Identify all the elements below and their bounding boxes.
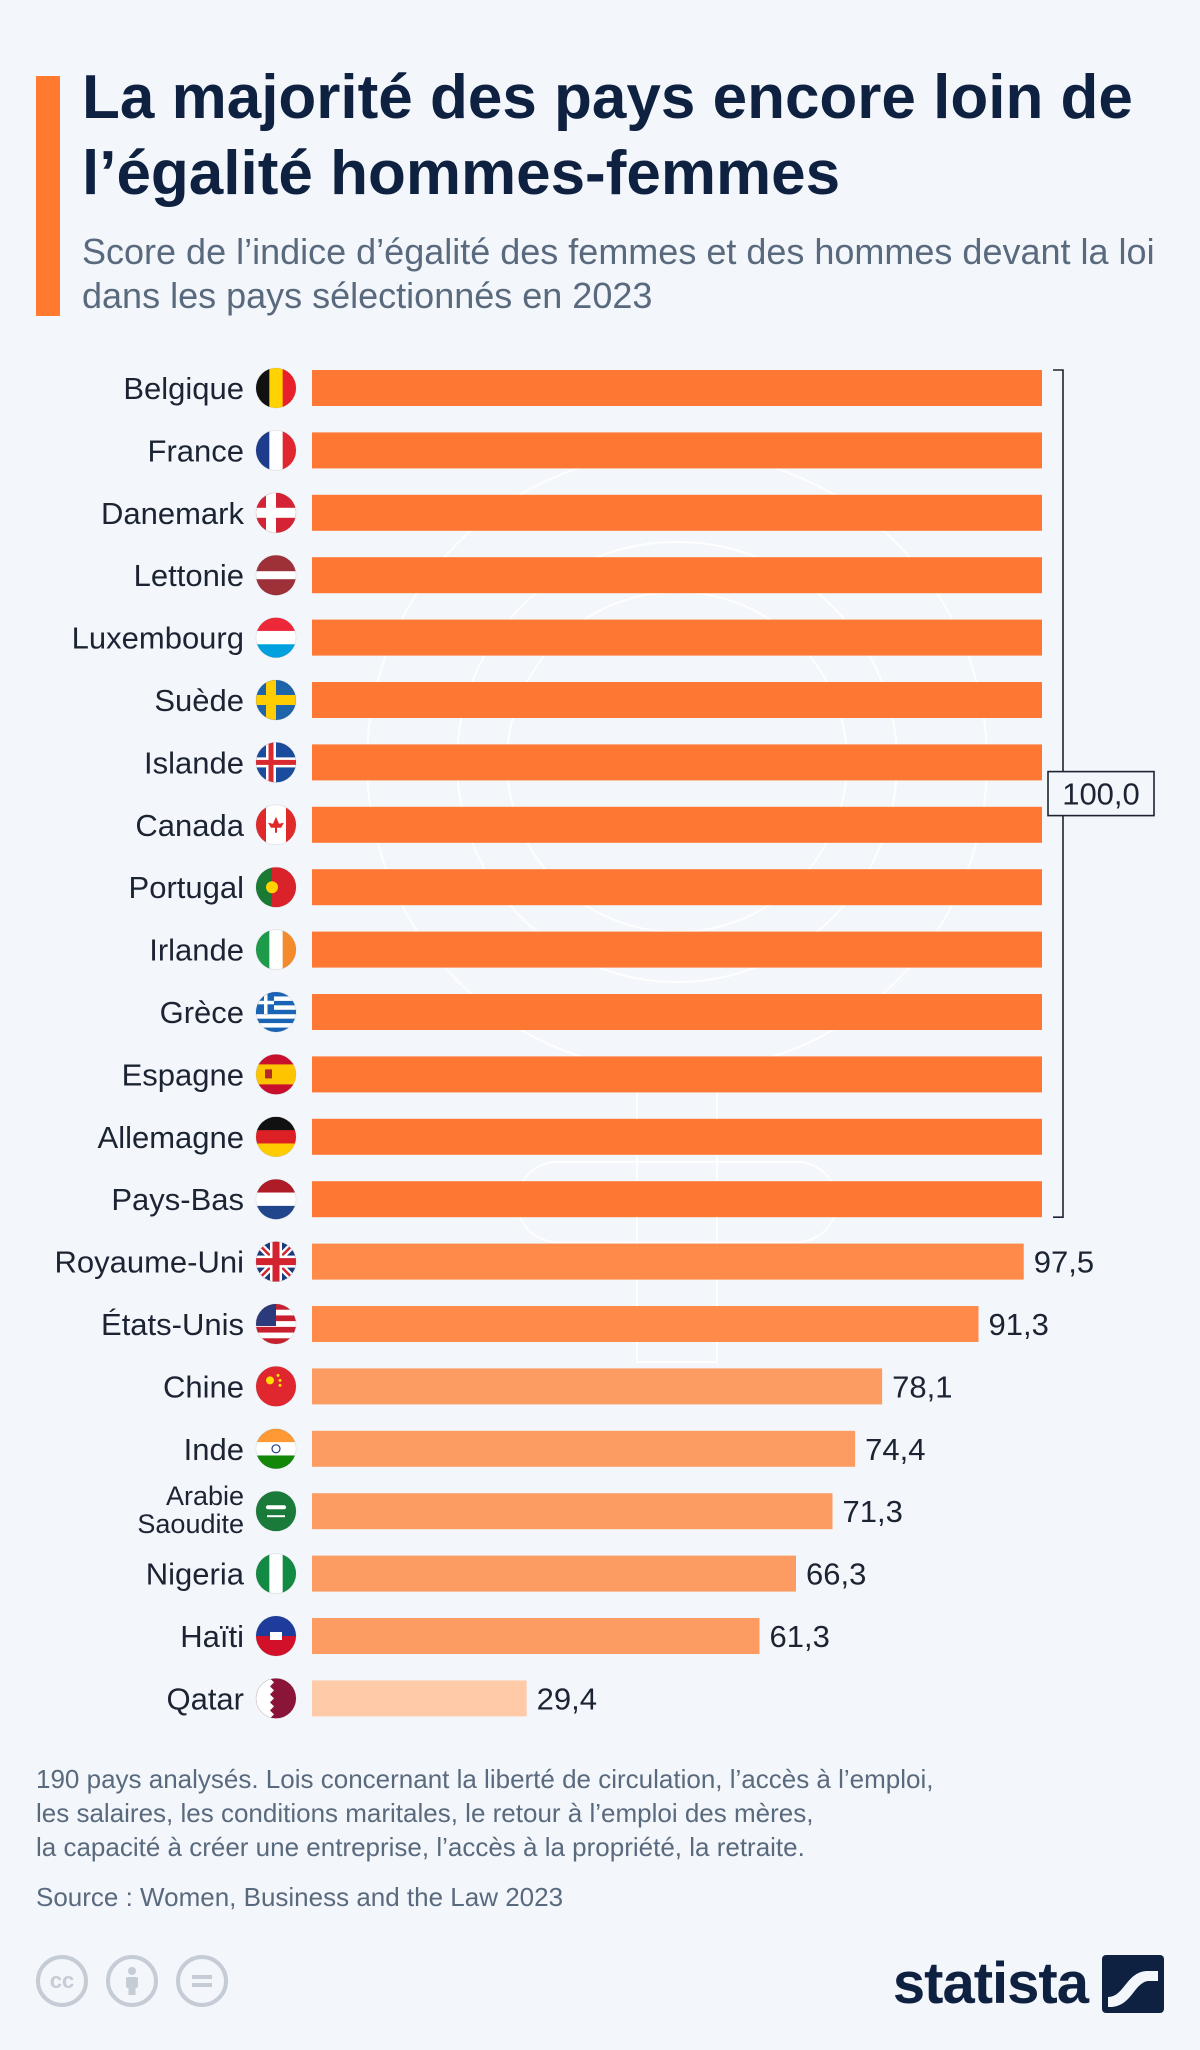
bar <box>312 682 1042 718</box>
flag-icon <box>255 1303 297 1345</box>
cc-icon[interactable]: cc <box>36 1955 88 2007</box>
category-label: Pays-Bas <box>111 1182 244 1217</box>
group-label-box <box>1047 770 1155 817</box>
data-label: 74,4 <box>865 1432 925 1467</box>
flag-icon <box>255 1053 297 1095</box>
category-label: Qatar <box>166 1681 244 1716</box>
no-derivatives-icon[interactable] <box>176 1955 228 2007</box>
flag-icon <box>255 1241 297 1283</box>
flag-icon <box>255 554 297 596</box>
bar <box>312 1368 883 1405</box>
category-label: Danemark <box>101 496 244 531</box>
category-label: Lettonie <box>134 558 244 593</box>
category-label: Allemagne <box>98 1120 244 1155</box>
bar <box>312 557 1042 594</box>
category-label: Royaume-Uni <box>54 1245 244 1280</box>
flag-icon <box>255 679 297 721</box>
bar <box>312 370 1042 406</box>
category-label: Grèce <box>160 995 244 1030</box>
bar <box>312 1118 1042 1155</box>
statista-logo-icon <box>1102 1954 1164 2013</box>
category-label: Inde <box>184 1432 244 1467</box>
flag-icon <box>255 1553 297 1595</box>
data-label: 61,3 <box>769 1619 829 1654</box>
data-label: 71,3 <box>842 1494 902 1529</box>
bar <box>312 1430 856 1467</box>
data-label: 29,4 <box>537 1681 597 1716</box>
bar <box>312 1306 979 1342</box>
flag-icon <box>255 1677 297 1719</box>
bar <box>312 1493 833 1530</box>
page-title: La majorité des pays encore loin de l’ég… <box>82 63 1133 208</box>
bar <box>312 869 1042 906</box>
bar <box>312 1056 1042 1093</box>
title-accent-bar <box>36 76 60 316</box>
flag-icon <box>255 1116 297 1158</box>
flag-icon <box>255 741 297 783</box>
category-label: Luxembourg <box>72 621 244 656</box>
flag-icon <box>255 1615 297 1657</box>
flag-icon <box>255 991 297 1033</box>
bar <box>312 1618 760 1654</box>
category-label: Saoudite <box>137 1509 244 1539</box>
category-label: Suède <box>154 683 244 718</box>
bar <box>312 806 1042 843</box>
bar <box>312 1181 1042 1218</box>
flag-icon <box>255 429 297 471</box>
bar <box>312 994 1042 1030</box>
flag-icon <box>255 804 297 846</box>
flag-icon <box>255 367 297 409</box>
source-text: Source : Women, Business and the Law 202… <box>36 1882 564 1912</box>
category-label: Haïti <box>180 1619 244 1654</box>
bar <box>312 494 1042 531</box>
data-label: 97,5 <box>1034 1245 1094 1280</box>
category-label: Irlande <box>149 933 244 968</box>
bar <box>312 1555 796 1592</box>
category-label: Nigeria <box>146 1557 245 1592</box>
flag-icon <box>255 617 297 659</box>
bar <box>312 1243 1024 1280</box>
flag-icon <box>255 929 297 971</box>
flag-icon <box>255 492 297 534</box>
data-label: 91,3 <box>988 1307 1048 1342</box>
data-label: 66,3 <box>806 1557 866 1592</box>
statista-brand[interactable]: statista <box>893 1950 1164 2017</box>
bar <box>312 1680 527 1717</box>
category-label: Islande <box>144 745 244 780</box>
data-label: 78,1 <box>892 1369 952 1404</box>
category-label: France <box>148 433 244 468</box>
category-label: Portugal <box>129 870 244 905</box>
flag-icon <box>255 866 297 908</box>
bar-chart: Belgique France Danemark Lettonie Luxembourg… <box>54 367 1155 1719</box>
attribution-icon[interactable] <box>106 1955 158 2007</box>
category-label: Chine <box>163 1369 244 1404</box>
page-subtitle: Score de l’indice d’égalité des femmes e… <box>82 231 1155 316</box>
footnote: 190 pays analysés. Lois concernant la li… <box>36 1762 1176 1864</box>
footnote-line: les salaires, les conditions maritales, … <box>36 1798 814 1828</box>
license-icons: cc <box>36 1955 228 2007</box>
category-label: Canada <box>135 808 244 843</box>
flag-icon <box>255 1178 297 1220</box>
category-label: États-Unis <box>101 1307 244 1342</box>
flag-icon <box>255 1490 297 1532</box>
category-label: Arabie <box>166 1481 244 1511</box>
footnote-line: la capacité à créer une entreprise, l’ac… <box>36 1832 805 1862</box>
bar <box>312 432 1042 469</box>
group-label: 100,0 <box>1062 777 1140 812</box>
bar <box>312 931 1042 968</box>
bar <box>312 744 1042 781</box>
category-label: Espagne <box>122 1057 244 1092</box>
footnote-line: 190 pays analysés. Lois concernant la li… <box>36 1764 934 1794</box>
flag-icon <box>255 1428 297 1470</box>
flag-icon <box>255 1365 297 1407</box>
category-label: Belgique <box>123 371 244 406</box>
brand-name: statista <box>892 1951 1089 2016</box>
bar <box>312 619 1042 656</box>
